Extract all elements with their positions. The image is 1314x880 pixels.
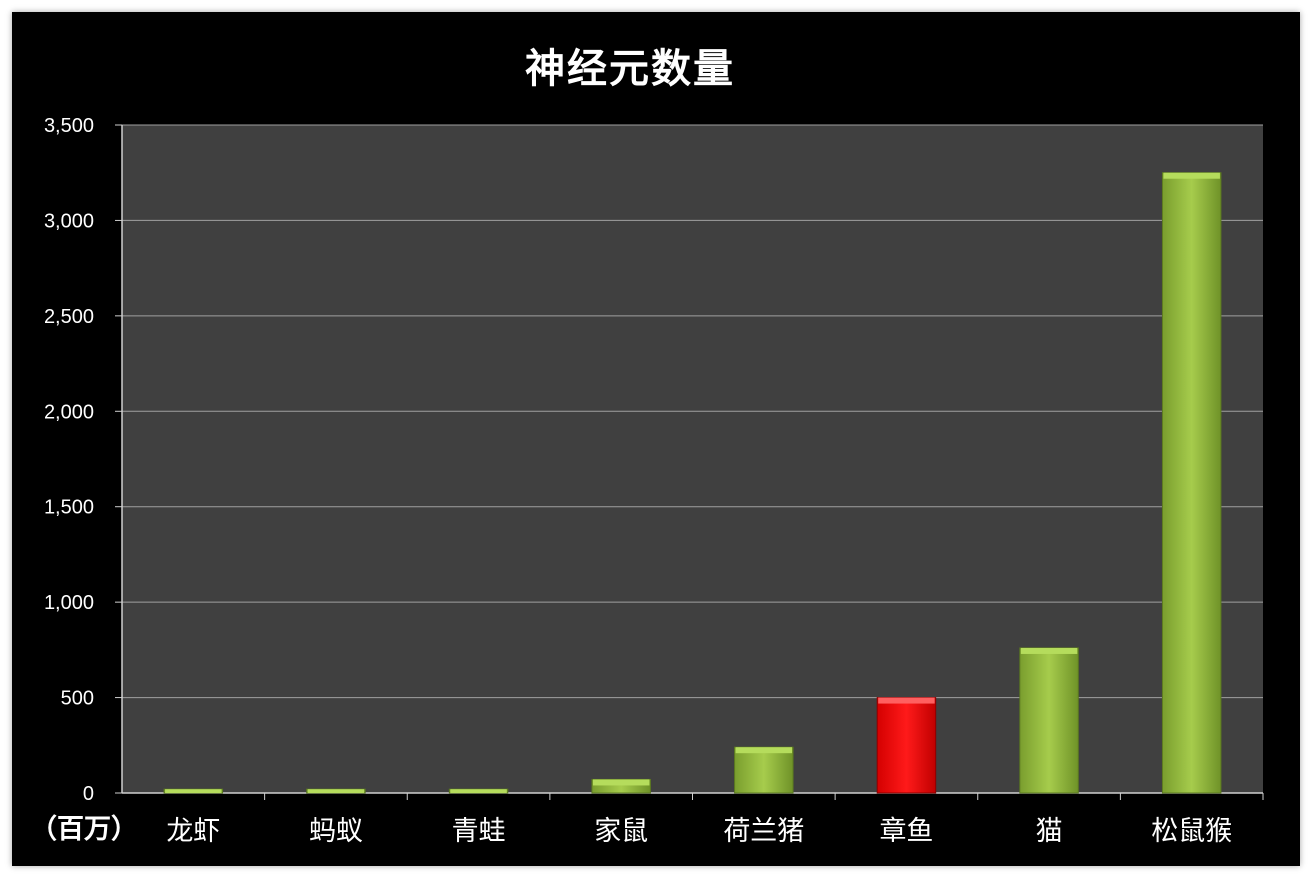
x-tick-label: 家鼠 [594,816,648,847]
bar-荷兰猪 [734,746,794,794]
plot-area [122,125,1263,793]
x-tick-label: 荷兰猪 [723,816,804,847]
bar-top-highlight [165,789,222,793]
bar-top-highlight [307,789,365,793]
y-tick-label: 0 [83,783,94,805]
y-tick-label: 2,500 [44,306,94,328]
y-tick-label: 3,500 [44,115,94,137]
bar-top-highlight [878,697,935,704]
y-tick-label: 1,000 [44,592,94,614]
unit-label: （百万） [30,814,138,845]
y-tick-label: 2,000 [44,401,94,423]
x-tick-label: 章鱼 [879,816,933,847]
bar-松鼠猴 [1161,172,1222,794]
x-tick-label: 青蛙 [452,816,506,847]
bar-top-highlight [1163,172,1220,179]
bar-章鱼 [876,697,937,794]
bar-top-highlight [592,779,650,786]
bar-top-highlight [735,747,793,754]
x-tick-label: 龙虾 [166,816,220,847]
y-tick-label: 3,000 [44,210,94,232]
x-tick-label: 猫 [1036,816,1063,847]
y-tick-label: 1,500 [44,497,94,519]
x-tick-label: 松鼠猴 [1151,816,1232,847]
chart-title: 神经元数量 [525,46,735,92]
bar-猫 [1019,647,1079,794]
bar-top-highlight [1020,647,1078,654]
x-tick-label: 蚂蚁 [309,816,363,847]
bar-top-highlight [450,789,507,793]
y-tick-label: 500 [61,688,94,710]
